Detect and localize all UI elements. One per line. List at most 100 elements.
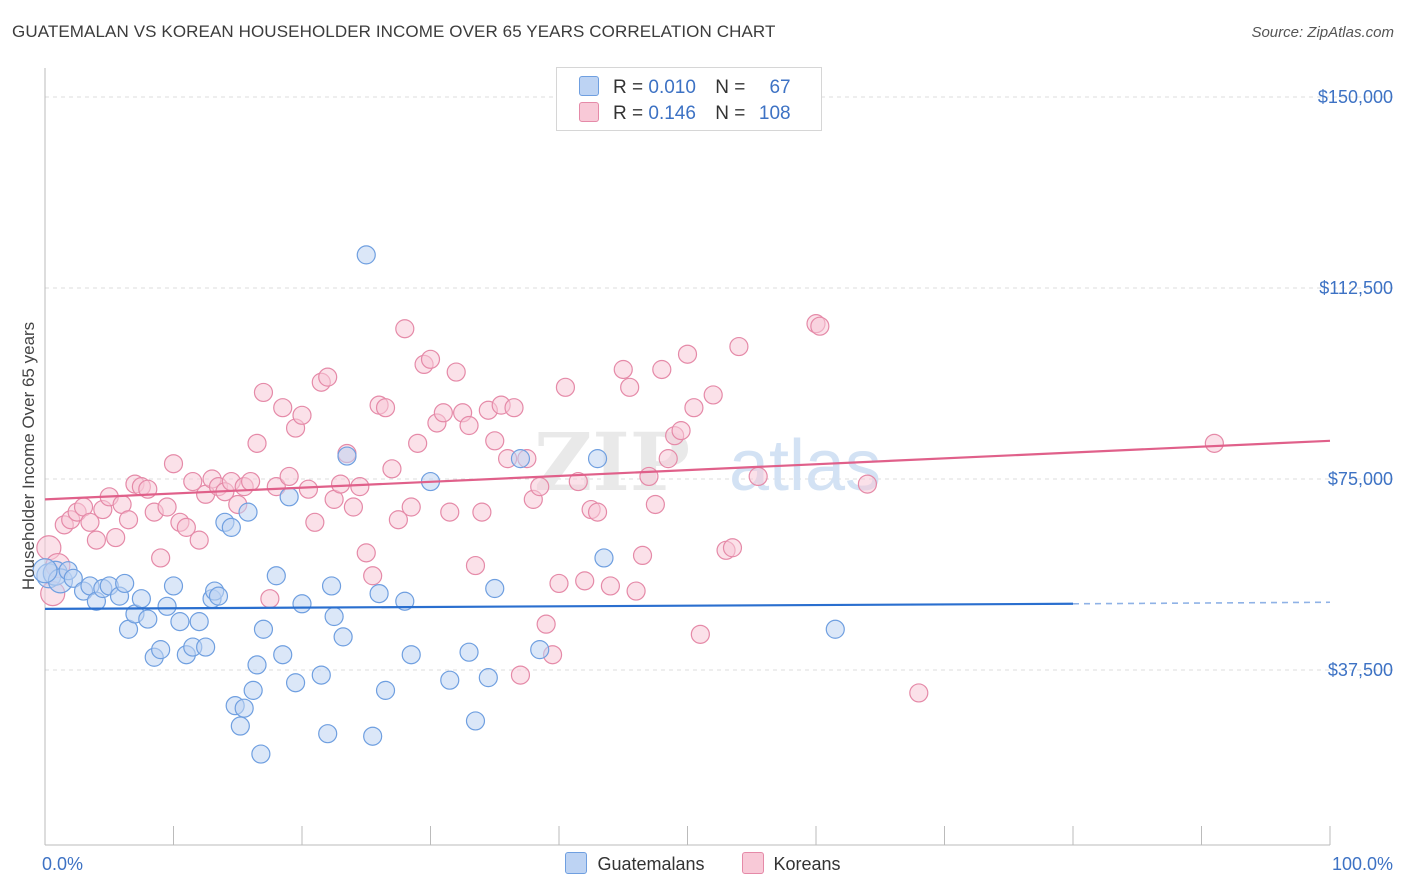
korean-point bbox=[613, 359, 633, 380]
guatemalan-point bbox=[485, 578, 505, 599]
korean-point bbox=[465, 555, 486, 576]
korean-point bbox=[671, 421, 691, 441]
korean-point bbox=[549, 573, 569, 594]
legend-item-koreans[interactable]: Koreans bbox=[741, 852, 841, 875]
korean-point bbox=[350, 477, 370, 497]
guatemalan-point bbox=[530, 640, 550, 660]
korean-point bbox=[626, 581, 646, 601]
korean-point bbox=[459, 415, 479, 436]
guatemalan-point bbox=[478, 668, 498, 688]
guatemalan-point bbox=[594, 548, 614, 568]
guatemalan-point bbox=[333, 627, 353, 647]
korean-point bbox=[645, 494, 665, 515]
korean-point bbox=[388, 510, 408, 530]
korean-point bbox=[1204, 433, 1224, 453]
y-axis-label: Householder Income Over 65 years bbox=[19, 322, 38, 590]
guatemalan-point bbox=[208, 586, 229, 606]
x-tick-label-min: 0.0% bbox=[42, 854, 83, 874]
korean-point bbox=[375, 398, 396, 418]
korean-point bbox=[318, 367, 338, 387]
korean-point bbox=[658, 449, 678, 469]
legend-swatch-guatemalans bbox=[579, 76, 599, 96]
korean-point bbox=[163, 454, 184, 474]
guatemalan-point bbox=[253, 619, 274, 639]
watermark: ZIP atlas bbox=[534, 415, 881, 509]
guatemalan-point bbox=[221, 517, 241, 537]
korean-point bbox=[620, 377, 640, 397]
y-tick-label: $75,000 bbox=[1328, 469, 1393, 489]
grid-lines bbox=[45, 96, 1395, 671]
korean-point bbox=[401, 497, 421, 517]
guatemalan-trend-extension bbox=[1072, 601, 1331, 605]
legend-swatch-koreans bbox=[741, 852, 764, 874]
korean-point bbox=[151, 548, 171, 568]
guatemalan-point bbox=[375, 680, 396, 700]
legend-row-koreans: R = 0.146 N = 108 bbox=[579, 102, 791, 126]
guatemalan-point bbox=[459, 642, 479, 662]
korean-point bbox=[703, 385, 723, 405]
r-label: R = bbox=[613, 77, 644, 98]
guatemalan-point bbox=[131, 589, 151, 609]
guatemalan-point bbox=[189, 612, 209, 632]
guatemalan-point bbox=[324, 606, 344, 627]
korean-point bbox=[568, 471, 588, 492]
guatemalan-point bbox=[321, 576, 342, 596]
series-legend: Guatemalans Koreans bbox=[0, 852, 1406, 875]
guatemalan-point bbox=[318, 724, 338, 744]
guatemalan-point bbox=[311, 665, 331, 685]
guatemalan-point bbox=[440, 670, 460, 690]
korean-point bbox=[408, 433, 428, 453]
stats-legend: R = 0.010 N = 67 R = 0.146 N = 108 bbox=[556, 67, 822, 131]
legend-label: Koreans bbox=[773, 854, 841, 874]
n-value: 67 bbox=[769, 77, 791, 98]
guatemalan-point bbox=[163, 576, 184, 596]
korean-point bbox=[395, 319, 415, 339]
korean-point bbox=[279, 466, 299, 487]
guatemalan-point bbox=[285, 673, 306, 693]
guatemalan-point bbox=[238, 502, 258, 522]
korean-point bbox=[260, 589, 280, 609]
korean-point bbox=[530, 477, 550, 497]
r-label: R = bbox=[613, 103, 644, 124]
korean-point bbox=[575, 571, 595, 591]
guatemalan-point bbox=[825, 619, 845, 639]
guatemalan-point bbox=[32, 558, 58, 584]
guatemalan-point bbox=[247, 655, 267, 675]
korean-point bbox=[652, 359, 672, 380]
korean-trend-line bbox=[44, 439, 1331, 501]
guatemalan-point bbox=[401, 645, 421, 665]
korean-point bbox=[536, 614, 556, 634]
guatemalan-point bbox=[115, 573, 135, 594]
korean-point bbox=[857, 474, 878, 494]
korean-point bbox=[382, 459, 402, 479]
korean-point bbox=[600, 576, 621, 596]
korean-point bbox=[587, 502, 608, 522]
korean-point bbox=[632, 545, 653, 566]
guatemalan-point bbox=[465, 711, 486, 731]
guatemalan-point bbox=[243, 680, 263, 700]
korean-point bbox=[106, 527, 126, 548]
korean-point bbox=[446, 362, 466, 382]
korean-point bbox=[253, 382, 274, 403]
guatemalan-point bbox=[292, 594, 312, 614]
legend-swatch-koreans bbox=[579, 102, 599, 122]
korean-point bbox=[639, 466, 659, 487]
r-value: 0.010 bbox=[648, 77, 696, 98]
legend-item-guatemalans[interactable]: Guatemalans bbox=[565, 852, 705, 875]
guatemalan-point bbox=[170, 612, 190, 632]
korean-point bbox=[909, 683, 929, 703]
guatemalan-point bbox=[395, 591, 415, 611]
guatemalan-point bbox=[273, 645, 293, 665]
guatemalan-point bbox=[63, 568, 83, 588]
guatemalan-point bbox=[138, 609, 158, 629]
guatemalan-point bbox=[230, 716, 250, 736]
korean-point bbox=[420, 349, 441, 369]
korean-point bbox=[677, 344, 698, 364]
data-points bbox=[32, 245, 1224, 764]
guatemalan-point bbox=[234, 698, 254, 718]
korean-point bbox=[485, 431, 505, 451]
korean-point bbox=[298, 479, 319, 499]
korean-point bbox=[292, 405, 312, 425]
korean-point bbox=[189, 530, 209, 550]
